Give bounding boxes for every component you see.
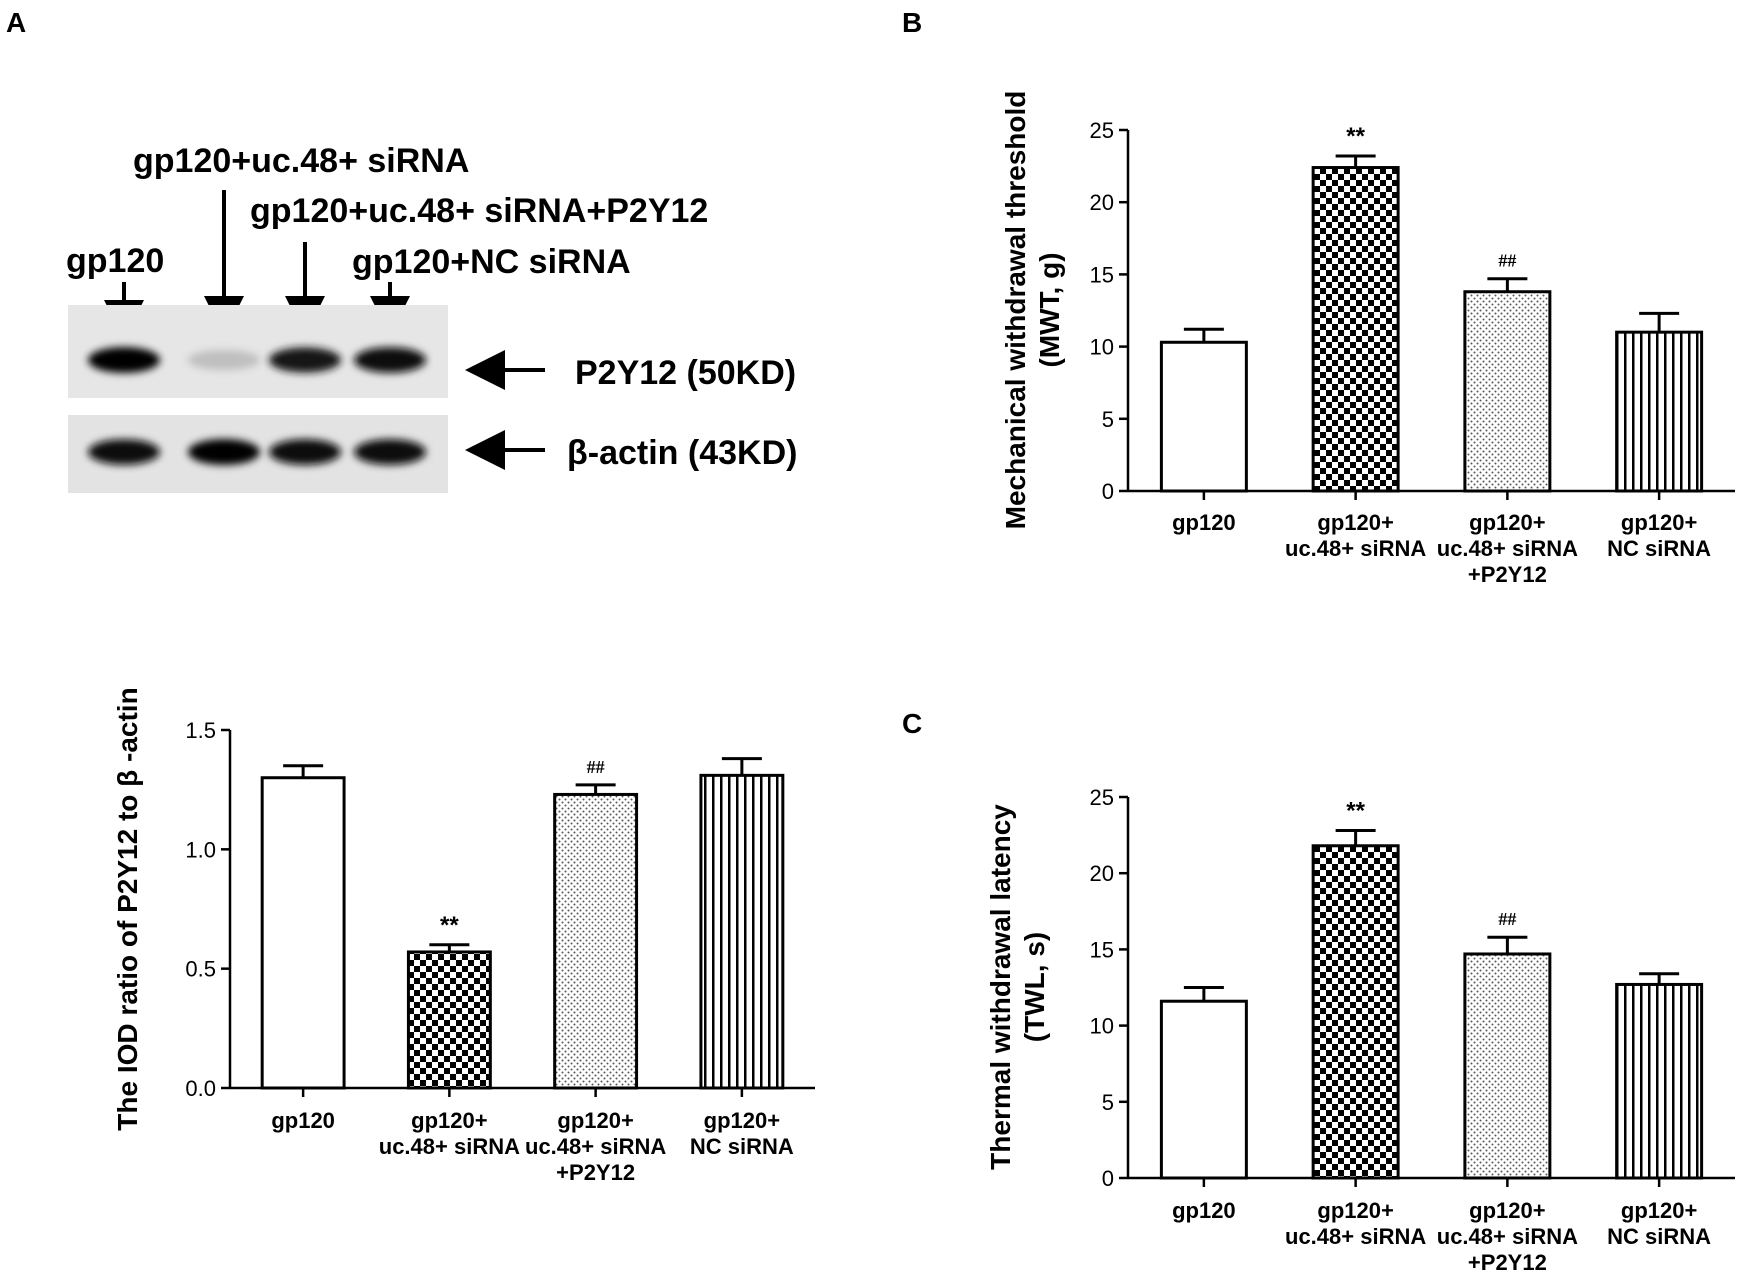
- panel-letter-c: C: [902, 708, 922, 739]
- blot-lane-label-3: gp120+uc.48+ siRNA+P2Y12: [250, 192, 708, 230]
- category-label-4: gp120+ NC siRNA: [1607, 1198, 1711, 1249]
- bar-1: [1159, 999, 1248, 1180]
- y-tick-label: 20: [1090, 190, 1114, 215]
- y-tick-label: 0.0: [185, 1076, 216, 1101]
- bar-1: [1159, 340, 1248, 493]
- y-tick-label: 25: [1090, 118, 1114, 143]
- actin-band-4: [354, 439, 426, 465]
- p2y12-bands: [88, 347, 426, 373]
- y-tick-label: 10: [1090, 335, 1114, 360]
- band-label-actin: β-actin (43KD): [567, 434, 797, 472]
- category-label-3: gp120+ uc.48+ siRNA +P2Y12: [1437, 510, 1578, 587]
- category-label-3: gp120+ uc.48+ siRNA +P2Y12: [1437, 1198, 1578, 1275]
- panel-letter-b: B: [902, 7, 922, 38]
- y-tick-label: 1.0: [185, 837, 216, 862]
- chart-iod-ratio: 0.0 0.5 1.0 1.5 gp120 ** gp120+ uc.48+ siRNA ## g…: [112, 687, 815, 1185]
- significance-label-3: ##: [1498, 909, 1516, 929]
- category-label-1: gp120: [1172, 1198, 1236, 1223]
- p2y12-band-1: [88, 347, 160, 373]
- y-tick-label: 5: [1102, 407, 1114, 432]
- bar-2: [406, 950, 492, 1090]
- y-axis-label: Thermal withdrawal latency (TWL, s): [985, 804, 1050, 1170]
- y-tick-label: 0: [1102, 479, 1114, 504]
- category-label-4: gp120+ NC siRNA: [690, 1108, 794, 1159]
- bar-1: [260, 776, 346, 1090]
- y-tick-label: 10: [1090, 1014, 1114, 1039]
- p2y12-band-2: [188, 350, 260, 370]
- blot-lane-label-4: gp120+NC siRNA: [352, 243, 631, 281]
- significance-label-2: **: [440, 912, 459, 939]
- western-blot: gp120 gp120+uc.48+ siRNA gp120+uc.48+ si…: [66, 142, 797, 493]
- category-label-1: gp120: [271, 1108, 335, 1133]
- y-axis-label: Mechanical withdrawal threshold (MWT, g): [1000, 91, 1065, 530]
- category-label-2: gp120+ uc.48+ siRNA: [379, 1108, 520, 1159]
- category-label-4: gp120+ NC siRNA: [1607, 510, 1711, 561]
- actin-bands: [88, 439, 426, 465]
- y-tick-label: 20: [1090, 861, 1114, 886]
- actin-band-2: [188, 439, 260, 465]
- band-label-p2y12: P2Y12 (50KD): [575, 354, 796, 392]
- chart-twl: 0 5 10 15 20 25 gp120 ** gp120+ uc.48+ siRNA ## gp1…: [985, 785, 1735, 1275]
- bar-2: [1311, 166, 1400, 493]
- significance-label-3: ##: [587, 757, 605, 777]
- bar-2: [1311, 844, 1400, 1180]
- y-tick-label: 15: [1090, 937, 1114, 962]
- y-tick-label: 15: [1090, 262, 1114, 287]
- bar-3: [1463, 290, 1552, 493]
- p2y12-band-4: [354, 347, 426, 373]
- actin-band-1: [88, 439, 160, 465]
- p2y12-band-3: [269, 347, 341, 373]
- bar-4: [699, 773, 785, 1090]
- y-axis-label: The IOD ratio of P2Y12 to β -actin: [112, 687, 143, 1130]
- category-label-3: gp120+ uc.48+ siRNA +P2Y12: [525, 1108, 666, 1185]
- category-label-2: gp120+ uc.48+ siRNA: [1285, 510, 1426, 561]
- blot-lane-label-1: gp120: [66, 242, 164, 280]
- significance-label-3: ##: [1498, 251, 1516, 271]
- blot-lane-label-2: gp120+uc.48+ siRNA: [133, 142, 469, 180]
- bar-4: [1615, 330, 1704, 493]
- chart-mwt: 0 5 10 15 20 25 gp120 ** gp120+ uc.48+ siRNA ## gp1…: [1000, 91, 1735, 587]
- bar-4: [1615, 982, 1704, 1180]
- y-tick-label: 5: [1102, 1090, 1114, 1115]
- y-tick-label: 0: [1102, 1166, 1114, 1191]
- category-label-2: gp120+ uc.48+ siRNA: [1285, 1198, 1426, 1249]
- category-label-1: gp120: [1172, 510, 1236, 535]
- panel-letter-a: A: [6, 7, 26, 38]
- y-tick-label: 0.5: [185, 957, 216, 982]
- significance-label-2: **: [1346, 123, 1365, 150]
- actin-band-3: [269, 439, 341, 465]
- bar-3: [553, 792, 639, 1090]
- y-tick-label: 1.5: [185, 718, 216, 743]
- bar-3: [1463, 952, 1552, 1180]
- y-tick-label: 25: [1090, 785, 1114, 810]
- significance-label-2: **: [1346, 798, 1365, 825]
